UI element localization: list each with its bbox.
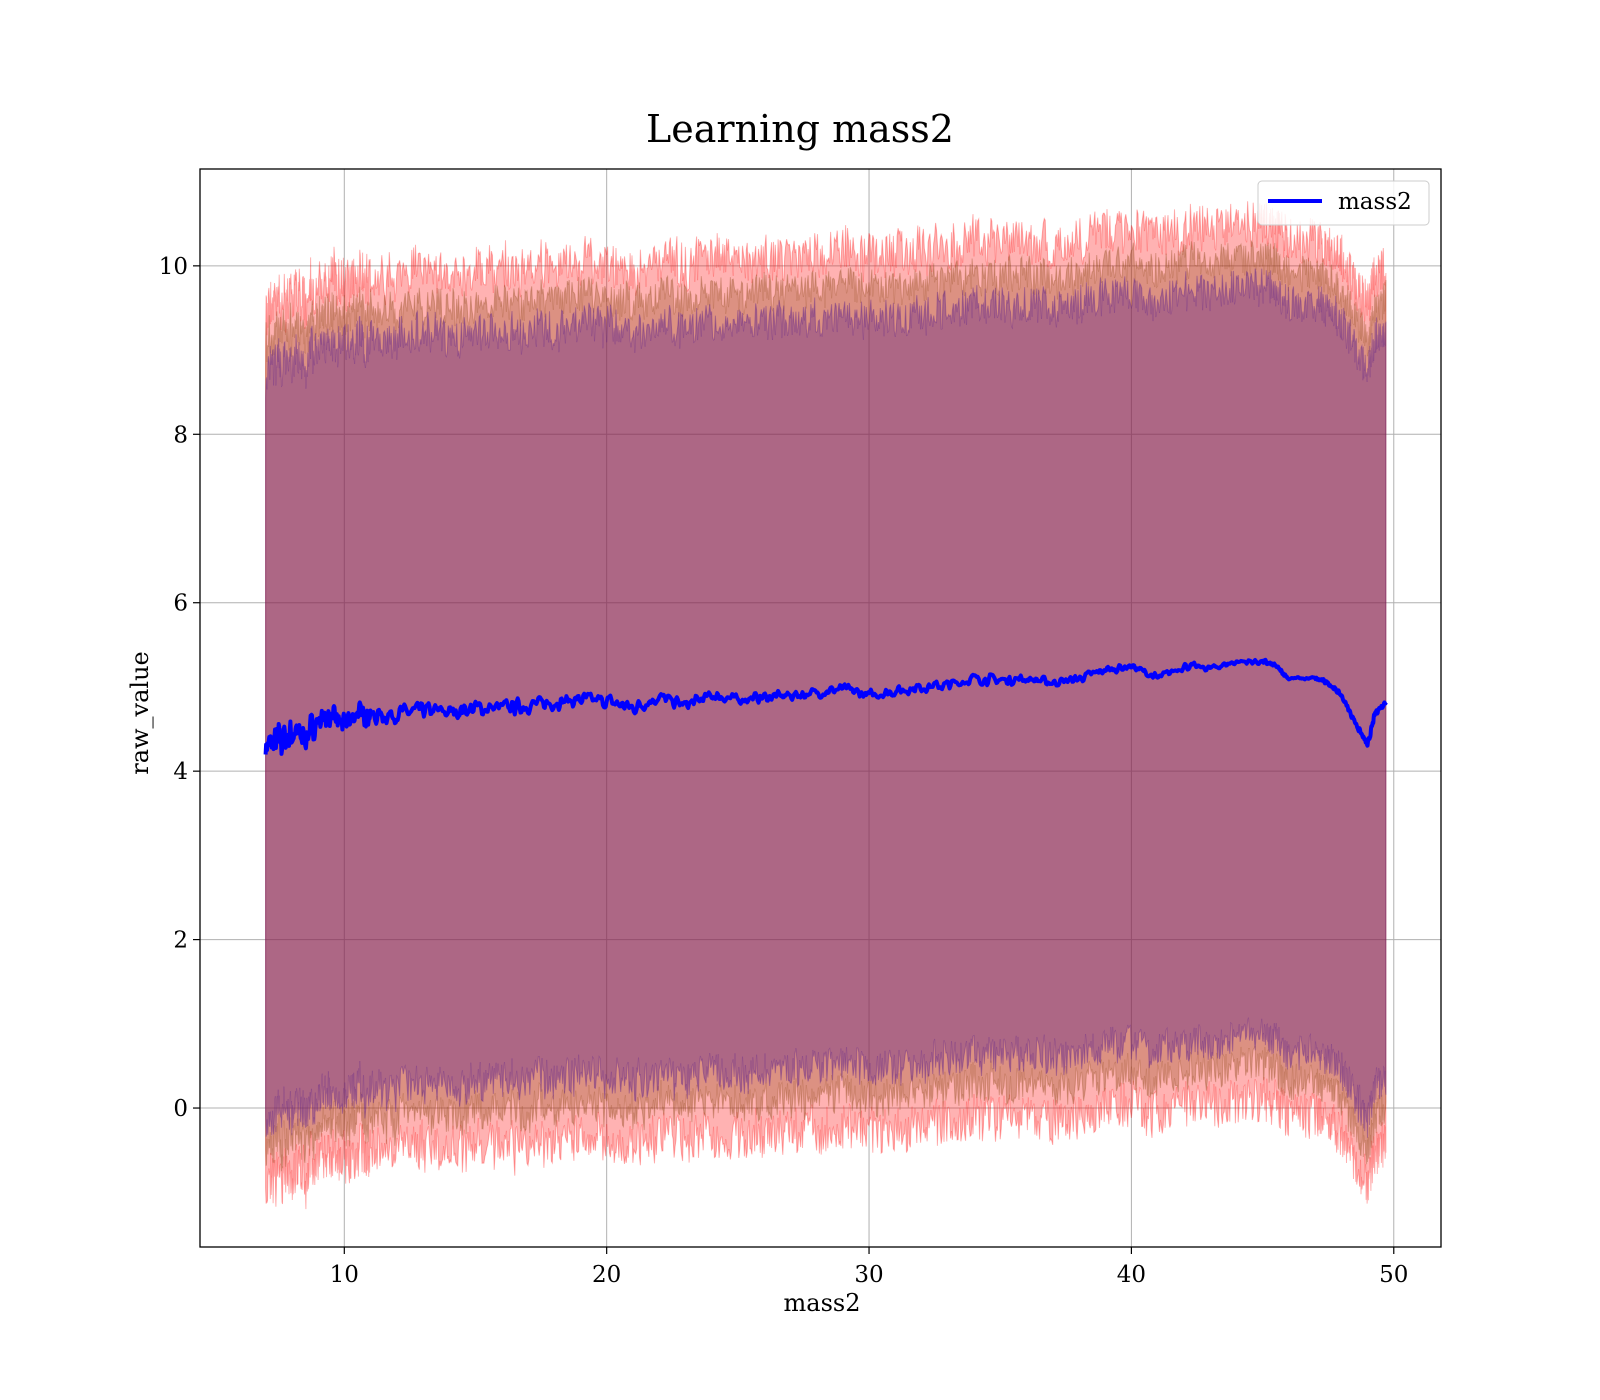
y-axis-label: raw_value	[126, 651, 154, 775]
series-line-mass2	[263, 657, 1388, 756]
confidence-band-1	[265, 201, 1387, 1210]
y-tick-label: 4	[173, 759, 188, 785]
confidence-band-3	[265, 268, 1387, 1138]
legend: mass2	[1257, 180, 1430, 226]
x-tick-label: 30	[854, 1262, 883, 1288]
confidence-band-2	[265, 239, 1387, 1172]
x-axis-ticks: 10 20 30 40 50	[330, 1247, 1408, 1288]
plot-area-frame	[199, 168, 1442, 1248]
y-tick-label: 2	[173, 928, 188, 954]
y-tick-label: 10	[159, 254, 188, 280]
series-lines	[263, 657, 1388, 756]
legend-label: mass2	[1338, 189, 1412, 215]
legend-box	[1257, 180, 1430, 226]
x-axis-label: mass2	[784, 1289, 861, 1317]
y-tick-label: 8	[173, 422, 188, 448]
y-tick-label: 6	[173, 591, 188, 617]
x-tick-label: 10	[330, 1262, 359, 1288]
bands	[265, 201, 1387, 1210]
grid	[200, 169, 1441, 1247]
x-tick-label: 20	[592, 1262, 621, 1288]
x-tick-label: 50	[1379, 1262, 1408, 1288]
y-axis-ticks: 0 2 4 6 8 10	[159, 254, 200, 1122]
chart-title: Learning mass2	[646, 107, 954, 151]
y-tick-label: 0	[173, 1096, 188, 1122]
x-tick-label: 40	[1117, 1262, 1146, 1288]
